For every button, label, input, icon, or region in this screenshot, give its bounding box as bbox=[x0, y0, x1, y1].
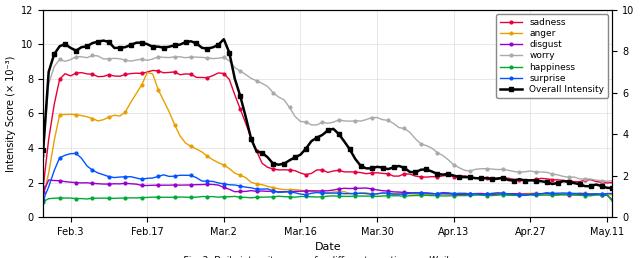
worry bbox=[45, 82, 52, 85]
disgust bbox=[40, 191, 47, 194]
Line: Overall Intensity: Overall Intensity bbox=[42, 38, 614, 190]
happiness bbox=[45, 197, 52, 200]
worry bbox=[456, 166, 463, 169]
worry bbox=[603, 180, 611, 183]
Line: sadness: sadness bbox=[42, 69, 614, 188]
happiness bbox=[116, 197, 124, 200]
Line: surprise: surprise bbox=[42, 152, 614, 201]
anger bbox=[603, 194, 611, 197]
surprise bbox=[603, 192, 611, 195]
Legend: sadness, anger, disgust, worry, happiness, surprise, Overall Intensity: sadness, anger, disgust, worry, happines… bbox=[496, 14, 608, 98]
Overall Intensity bbox=[220, 38, 228, 41]
anger bbox=[116, 115, 124, 118]
disgust bbox=[291, 190, 299, 193]
sadness bbox=[45, 138, 52, 141]
sadness bbox=[603, 181, 611, 184]
anger bbox=[456, 192, 463, 195]
disgust bbox=[609, 198, 616, 201]
worry bbox=[88, 54, 96, 57]
disgust bbox=[603, 194, 611, 197]
disgust bbox=[456, 193, 463, 196]
surprise bbox=[40, 198, 47, 201]
X-axis label: Date: Date bbox=[314, 243, 341, 252]
happiness bbox=[285, 195, 293, 198]
worry bbox=[40, 153, 47, 156]
surprise bbox=[461, 192, 468, 195]
Line: worry: worry bbox=[42, 54, 614, 183]
worry bbox=[461, 169, 468, 172]
surprise bbox=[456, 192, 463, 195]
Y-axis label: Intensity Score (× 10⁻³): Intensity Score (× 10⁻³) bbox=[6, 55, 15, 172]
sadness bbox=[609, 181, 616, 184]
anger bbox=[291, 188, 299, 191]
sadness bbox=[291, 169, 299, 172]
sadness bbox=[456, 174, 463, 178]
anger bbox=[45, 172, 52, 175]
Overall Intensity bbox=[461, 176, 468, 179]
surprise bbox=[609, 192, 616, 195]
disgust bbox=[461, 193, 468, 196]
surprise bbox=[72, 152, 80, 155]
happiness bbox=[40, 200, 47, 203]
surprise bbox=[122, 175, 129, 178]
Overall Intensity bbox=[609, 187, 616, 190]
happiness bbox=[456, 194, 463, 197]
worry bbox=[264, 85, 271, 88]
happiness bbox=[603, 193, 611, 196]
worry bbox=[122, 59, 129, 62]
Line: happiness: happiness bbox=[42, 193, 614, 203]
sadness bbox=[116, 75, 124, 78]
disgust bbox=[45, 179, 52, 182]
surprise bbox=[291, 191, 299, 194]
disgust bbox=[51, 179, 58, 182]
Overall Intensity bbox=[45, 70, 52, 73]
anger bbox=[609, 193, 616, 196]
happiness bbox=[450, 194, 458, 197]
Overall Intensity bbox=[456, 175, 463, 179]
worry bbox=[291, 115, 299, 118]
anger bbox=[143, 71, 151, 74]
Text: Fig. 2: Daily intensity scores for different emotions on Weibo: Fig. 2: Daily intensity scores for diffe… bbox=[183, 256, 457, 258]
sadness bbox=[40, 185, 47, 188]
sadness bbox=[461, 174, 468, 178]
Overall Intensity bbox=[291, 156, 299, 159]
surprise bbox=[45, 185, 52, 188]
Line: anger: anger bbox=[42, 71, 614, 199]
anger bbox=[40, 196, 47, 199]
happiness bbox=[565, 193, 573, 196]
Overall Intensity bbox=[40, 148, 47, 151]
anger bbox=[461, 192, 468, 195]
Overall Intensity bbox=[603, 186, 611, 189]
disgust bbox=[122, 182, 129, 185]
sadness bbox=[149, 69, 157, 72]
Line: disgust: disgust bbox=[42, 179, 614, 201]
Overall Intensity bbox=[116, 46, 124, 49]
happiness bbox=[609, 200, 616, 203]
worry bbox=[609, 179, 616, 182]
